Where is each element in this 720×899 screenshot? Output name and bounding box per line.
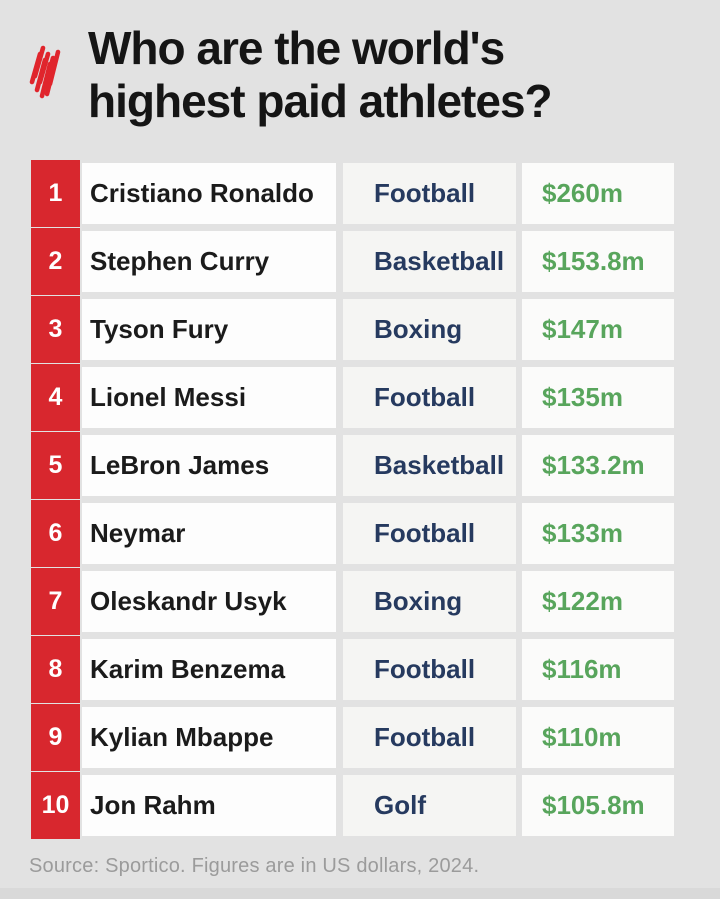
rank-badge: 5 (31, 432, 80, 499)
sport-label: Football (343, 367, 516, 428)
athlete-name: Neymar (82, 503, 336, 564)
athlete-name: Tyson Fury (82, 299, 336, 360)
source-note: Source: Sportico. Figures are in US doll… (29, 855, 480, 877)
earnings-value: $153.8m (522, 231, 674, 292)
sport-label: Football (343, 707, 516, 768)
rank-badge: 2 (31, 228, 80, 295)
athlete-name: Kylian Mbappe (82, 707, 336, 768)
rank-badge: 4 (31, 364, 80, 431)
table-row: 3 Tyson Fury Boxing $147m (31, 296, 674, 363)
sbs-logo-icon (29, 45, 61, 99)
rank-badge: 1 (31, 160, 80, 227)
rank-badge: 3 (31, 296, 80, 363)
table-row: 9 Kylian Mbappe Football $110m (31, 704, 674, 771)
athlete-name: Jon Rahm (82, 775, 336, 836)
sport-label: Boxing (343, 571, 516, 632)
table-row: 6 Neymar Football $133m (31, 500, 674, 567)
athlete-name: LeBron James (82, 435, 336, 496)
page-title: Who are the world's highest paid athlete… (88, 22, 553, 128)
table-row: 8 Karim Benzema Football $116m (31, 636, 674, 703)
sport-label: Boxing (343, 299, 516, 360)
athlete-name: Cristiano Ronaldo (82, 163, 336, 224)
earnings-value: $110m (522, 707, 674, 768)
table-row: 7 Oleskandr Usyk Boxing $122m (31, 568, 674, 635)
rank-badge: 9 (31, 704, 80, 771)
table-row: 1 Cristiano Ronaldo Football $260m (31, 160, 674, 227)
earnings-value: $105.8m (522, 775, 674, 836)
bottom-strip (0, 888, 720, 899)
sport-label: Football (343, 163, 516, 224)
sport-label: Basketball (343, 435, 516, 496)
table-row: 2 Stephen Curry Basketball $153.8m (31, 228, 674, 295)
sport-label: Football (343, 639, 516, 700)
rank-badge: 8 (31, 636, 80, 703)
sport-label: Golf (343, 775, 516, 836)
rank-badge: 6 (31, 500, 80, 567)
table-row: 4 Lionel Messi Football $135m (31, 364, 674, 431)
athlete-name: Oleskandr Usyk (82, 571, 336, 632)
earnings-value: $133m (522, 503, 674, 564)
earnings-value: $260m (522, 163, 674, 224)
earnings-value: $122m (522, 571, 674, 632)
page-title-line-2: highest paid athletes? (88, 75, 553, 127)
sport-label: Basketball (343, 231, 516, 292)
earnings-value: $133.2m (522, 435, 674, 496)
ranking-table: 1 Cristiano Ronaldo Football $260m 2 Ste… (31, 160, 674, 843)
rank-badge: 10 (31, 772, 80, 839)
earnings-value: $135m (522, 367, 674, 428)
rank-badge: 7 (31, 568, 80, 635)
athlete-name: Lionel Messi (82, 367, 336, 428)
earnings-value: $116m (522, 639, 674, 700)
athlete-name: Karim Benzema (82, 639, 336, 700)
table-row: 10 Jon Rahm Golf $105.8m (31, 772, 674, 839)
sport-label: Football (343, 503, 516, 564)
table-row: 5 LeBron James Basketball $133.2m (31, 432, 674, 499)
page-title-line-1: Who are the world's (88, 22, 505, 74)
earnings-value: $147m (522, 299, 674, 360)
athlete-name: Stephen Curry (82, 231, 336, 292)
